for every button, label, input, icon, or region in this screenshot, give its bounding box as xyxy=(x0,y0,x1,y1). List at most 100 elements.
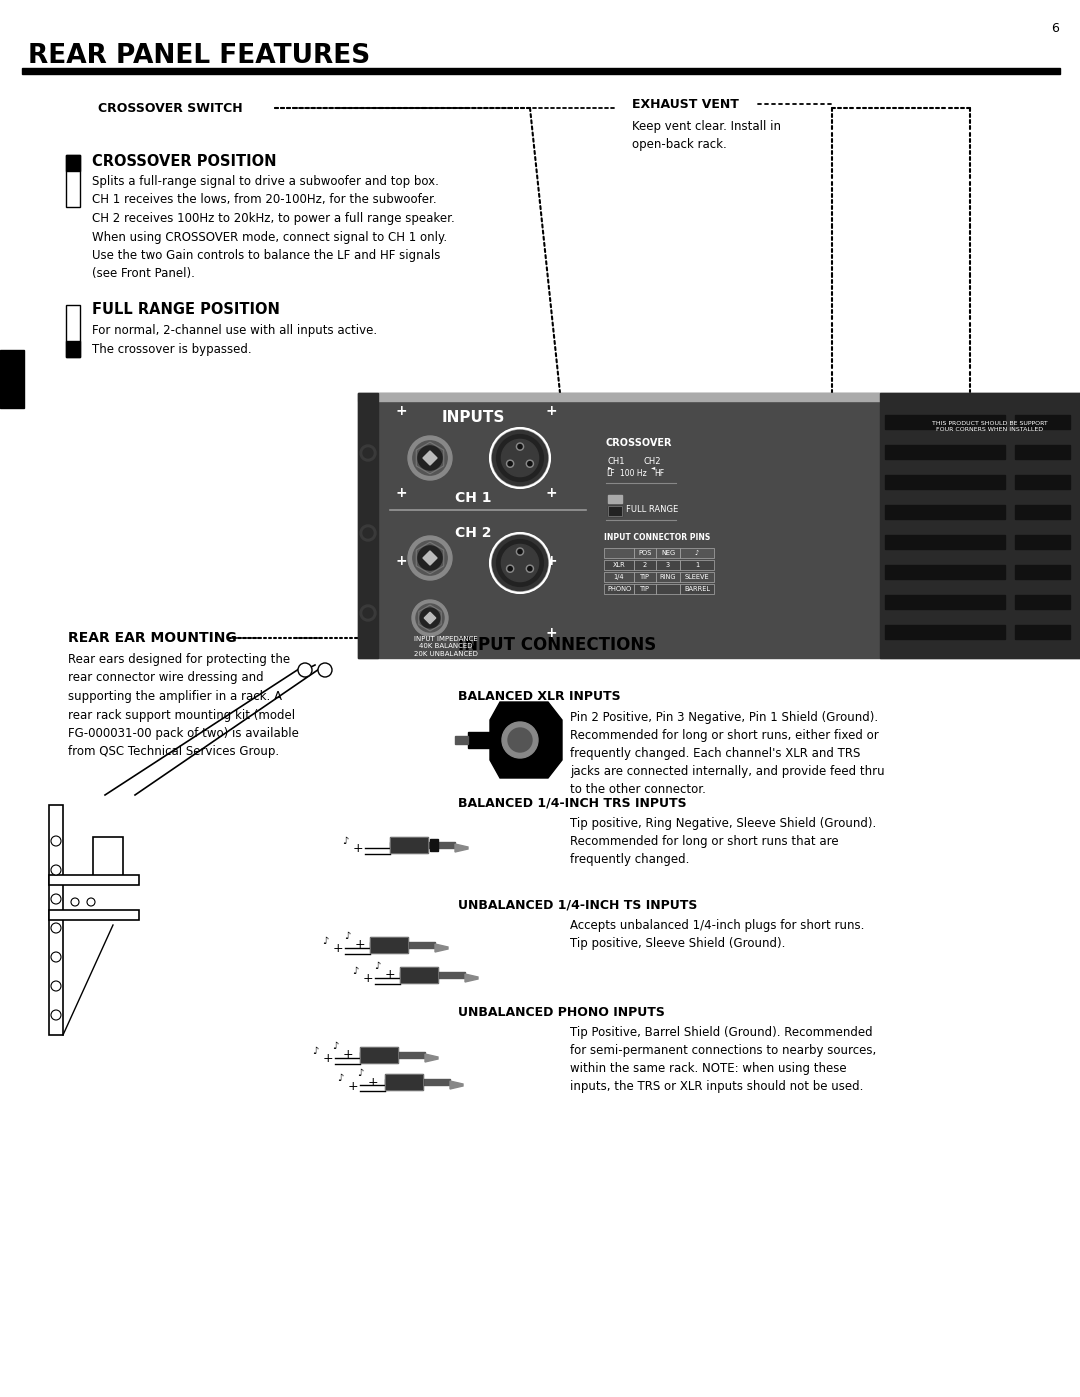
Bar xyxy=(604,548,634,557)
Circle shape xyxy=(51,923,60,933)
Bar xyxy=(634,571,656,583)
Polygon shape xyxy=(465,974,478,982)
Text: Accepts unbalanced 1/4-inch plugs for short runs.
Tip positive, Sleeve Shield (G: Accepts unbalanced 1/4-inch plugs for sh… xyxy=(570,919,864,950)
Circle shape xyxy=(507,460,514,468)
Text: ♪: ♪ xyxy=(694,550,699,556)
Bar xyxy=(885,595,1005,609)
Bar xyxy=(370,937,408,953)
Bar xyxy=(370,937,408,953)
Bar xyxy=(400,967,438,983)
Text: ♪: ♪ xyxy=(322,936,328,946)
Bar xyxy=(66,155,80,170)
Text: Pin 2 Positive, Pin 3 Negative, Pin 1 Shield (Ground).
Recommended for long or s: Pin 2 Positive, Pin 3 Negative, Pin 1 Sh… xyxy=(570,711,885,796)
Bar xyxy=(1015,535,1070,549)
Bar xyxy=(49,805,63,1035)
Text: XLR: XLR xyxy=(612,562,625,569)
Bar xyxy=(608,506,622,515)
Bar xyxy=(22,68,1059,74)
Bar xyxy=(390,842,455,848)
Text: FULL RANGE: FULL RANGE xyxy=(626,504,678,514)
Text: LF: LF xyxy=(606,468,615,478)
Text: ♪: ♪ xyxy=(337,1073,343,1083)
Bar xyxy=(608,495,622,503)
Circle shape xyxy=(497,434,543,482)
Text: EXHAUST VENT: EXHAUST VENT xyxy=(632,98,739,110)
Circle shape xyxy=(360,446,376,461)
Bar xyxy=(885,475,1005,489)
Bar xyxy=(885,415,1005,429)
Bar xyxy=(370,942,435,949)
Text: +: + xyxy=(545,404,557,418)
Text: Tip Positive, Barrel Shield (Ground). Recommended
for semi-permanent connections: Tip Positive, Barrel Shield (Ground). Re… xyxy=(570,1025,876,1092)
Circle shape xyxy=(508,567,512,571)
Polygon shape xyxy=(424,612,435,623)
Bar xyxy=(634,560,656,570)
Circle shape xyxy=(363,448,373,458)
Bar xyxy=(1015,595,1070,609)
Text: TIP: TIP xyxy=(640,574,650,580)
Text: PHONO: PHONO xyxy=(607,585,631,592)
Text: INPUT CONNECTIONS: INPUT CONNECTIONS xyxy=(458,636,657,654)
Text: TIP: TIP xyxy=(640,585,650,592)
Bar xyxy=(66,155,80,207)
Circle shape xyxy=(51,951,60,963)
Circle shape xyxy=(298,664,312,678)
Text: INPUTS: INPUTS xyxy=(442,411,504,426)
Text: +: + xyxy=(354,939,365,951)
Circle shape xyxy=(51,981,60,990)
Circle shape xyxy=(413,541,447,576)
Bar xyxy=(400,972,465,978)
Text: ►: ► xyxy=(608,465,612,471)
Text: NEG: NEG xyxy=(661,550,675,556)
Bar xyxy=(1015,415,1070,429)
Text: +: + xyxy=(353,842,363,855)
Bar xyxy=(400,967,438,983)
Text: +: + xyxy=(363,972,374,985)
Text: INPUT CONNECTOR PINS: INPUT CONNECTOR PINS xyxy=(604,534,711,542)
Text: Keep vent clear. Install in
open-back rack.: Keep vent clear. Install in open-back ra… xyxy=(632,120,781,151)
Circle shape xyxy=(508,461,512,465)
Text: +: + xyxy=(333,943,343,956)
Text: CH2: CH2 xyxy=(644,457,661,465)
Text: Tip positive, Ring Negative, Sleeve Shield (Ground).
Recommended for long or sho: Tip positive, Ring Negative, Sleeve Shie… xyxy=(570,817,876,866)
Bar xyxy=(49,909,139,921)
Circle shape xyxy=(360,605,376,622)
Text: 100 Hz: 100 Hz xyxy=(620,468,647,478)
Bar xyxy=(656,548,680,557)
Circle shape xyxy=(526,460,534,468)
Circle shape xyxy=(420,608,440,627)
Text: +: + xyxy=(545,486,557,500)
Bar xyxy=(656,584,680,594)
Text: ♪: ♪ xyxy=(332,1041,338,1051)
Circle shape xyxy=(411,599,448,636)
Bar xyxy=(360,1046,399,1063)
Text: +: + xyxy=(348,1080,359,1092)
Bar xyxy=(1015,564,1070,578)
Circle shape xyxy=(408,436,453,481)
Text: CH 2: CH 2 xyxy=(455,527,491,541)
Polygon shape xyxy=(426,1053,438,1062)
Bar xyxy=(885,624,1005,638)
Text: CH 1: CH 1 xyxy=(455,490,491,504)
Text: POS: POS xyxy=(638,550,651,556)
Text: 1: 1 xyxy=(694,562,699,569)
Bar xyxy=(468,732,500,747)
Bar xyxy=(680,548,714,557)
Circle shape xyxy=(501,440,539,476)
Bar xyxy=(885,535,1005,549)
Bar xyxy=(1015,624,1070,638)
Text: +: + xyxy=(545,626,557,640)
Polygon shape xyxy=(490,703,562,778)
Text: +: + xyxy=(342,1049,353,1062)
Text: CROSSOVER SWITCH: CROSSOVER SWITCH xyxy=(98,102,243,115)
Bar xyxy=(384,1074,423,1090)
Circle shape xyxy=(418,446,442,471)
Text: HF: HF xyxy=(654,468,664,478)
Circle shape xyxy=(71,898,79,907)
Bar xyxy=(66,305,80,358)
Circle shape xyxy=(416,604,444,631)
Bar xyxy=(656,571,680,583)
Bar xyxy=(430,840,438,851)
Circle shape xyxy=(492,430,548,486)
Bar xyxy=(390,837,428,854)
